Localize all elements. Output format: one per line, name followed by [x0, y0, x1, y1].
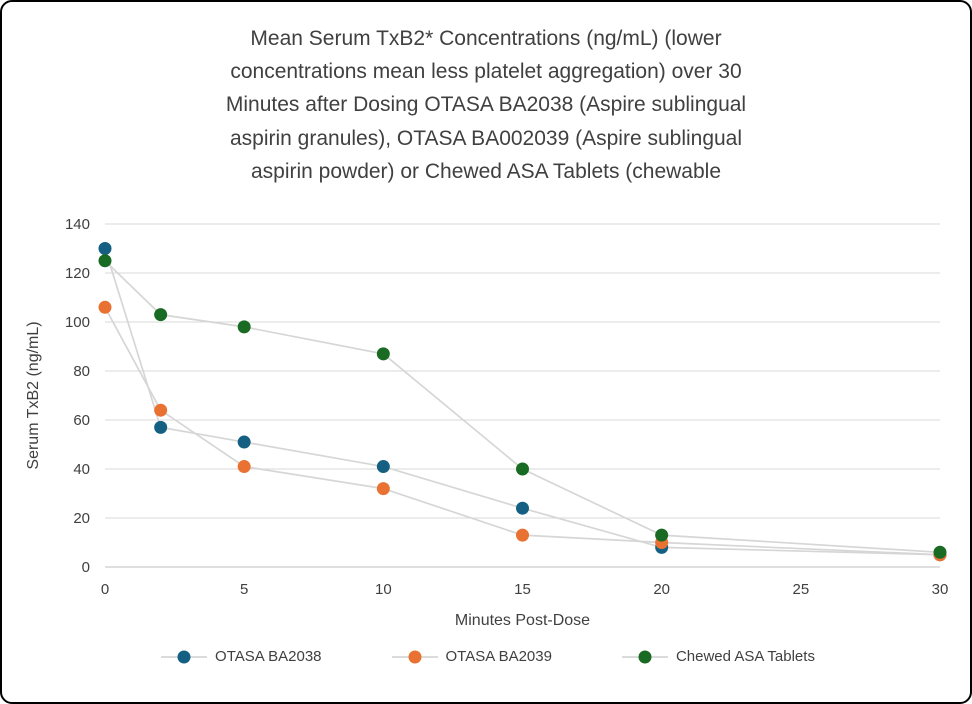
x-axis-title: Minutes Post-Dose: [455, 612, 590, 629]
y-tick-label: 100: [65, 314, 90, 331]
chart-title-line: aspirin granules), OTASA BA002039 (Aspir…: [229, 126, 743, 150]
legend-label: OTASA BA2039: [445, 648, 552, 665]
legend-label: Chewed ASA Tablets: [675, 648, 815, 665]
data-point-chewed-asa-tablets: [237, 320, 251, 334]
x-tick-label: 15: [514, 581, 531, 598]
data-point-otasa-ba2039: [376, 482, 390, 496]
chart-title-line: Minutes after Dosing OTASA BA2038 (Aspir…: [225, 93, 747, 117]
data-point-otasa-ba2038: [98, 242, 112, 255]
legend-marker-icon: [621, 650, 668, 663]
data-point-otasa-ba2038: [516, 501, 529, 515]
x-tick-label: 25: [792, 581, 809, 598]
y-axis-title: Serum TxB2 (ng/mL): [25, 321, 42, 469]
y-tick-label: 120: [65, 265, 90, 282]
x-tick-label: 10: [375, 581, 392, 598]
data-point-otasa-ba2039: [154, 403, 168, 417]
legend-label: OTASA BA2038: [215, 648, 322, 665]
data-point-otasa-ba2038: [154, 420, 168, 434]
data-point-chewed-asa-tablets: [933, 545, 947, 559]
legend: OTASA BA2038 OTASA BA2039 Chewed ASA Table…: [2, 648, 970, 665]
x-tick-label: 30: [932, 581, 949, 598]
chart-title-line: aspirin powder) or Chewed ASA Tablets (c…: [250, 159, 722, 183]
data-point-otasa-ba2038: [237, 435, 251, 449]
data-point-chewed-asa-tablets: [376, 347, 390, 361]
y-tick-label: 60: [73, 412, 90, 429]
y-tick-label: 140: [65, 216, 90, 233]
y-tick-label: 80: [73, 363, 90, 380]
data-point-chewed-asa-tablets: [154, 308, 168, 322]
data-point-otasa-ba2039: [98, 300, 112, 314]
data-point-chewed-asa-tablets: [98, 254, 112, 268]
data-point-chewed-asa-tablets: [655, 528, 669, 542]
data-point-chewed-asa-tablets: [516, 462, 529, 476]
plot-area: 0 20 40 60 80 100 120 140 0 5 10 15 20 25 30 Minutes Po…: [2, 210, 970, 640]
y-tick-label: 40: [73, 461, 90, 478]
data-point-otasa-ba2039: [516, 528, 529, 542]
chart-title-line: Mean Serum TxB2* Concentrations (ng/mL) …: [250, 27, 722, 50]
legend-item-otasa-ba2038: OTASA BA2038: [161, 648, 322, 665]
data-point-otasa-ba2038: [376, 460, 390, 474]
x-tick-label: 20: [653, 581, 670, 598]
legend-marker-icon: [161, 650, 208, 663]
legend-marker-icon: [391, 650, 438, 663]
x-tick-label: 5: [240, 581, 248, 598]
chart-title: Mean Serum TxB2* Concentrations (ng/mL) …: [126, 22, 846, 188]
data-point-otasa-ba2039: [237, 460, 251, 474]
chart-title-line: concentrations mean less platelet aggreg…: [230, 60, 742, 84]
legend-item-chewed-asa-tablets: Chewed ASA Tablets: [621, 648, 815, 665]
y-tick-label: 20: [73, 510, 90, 527]
legend-item-otasa-ba2039: OTASA BA2039: [391, 648, 552, 665]
y-tick-label: 0: [82, 559, 90, 576]
plot-svg: 0 20 40 60 80 100 120 140 0 5 10 15 20 25 30 Minutes Po…: [25, 216, 949, 629]
x-tick-label: 0: [101, 581, 109, 598]
